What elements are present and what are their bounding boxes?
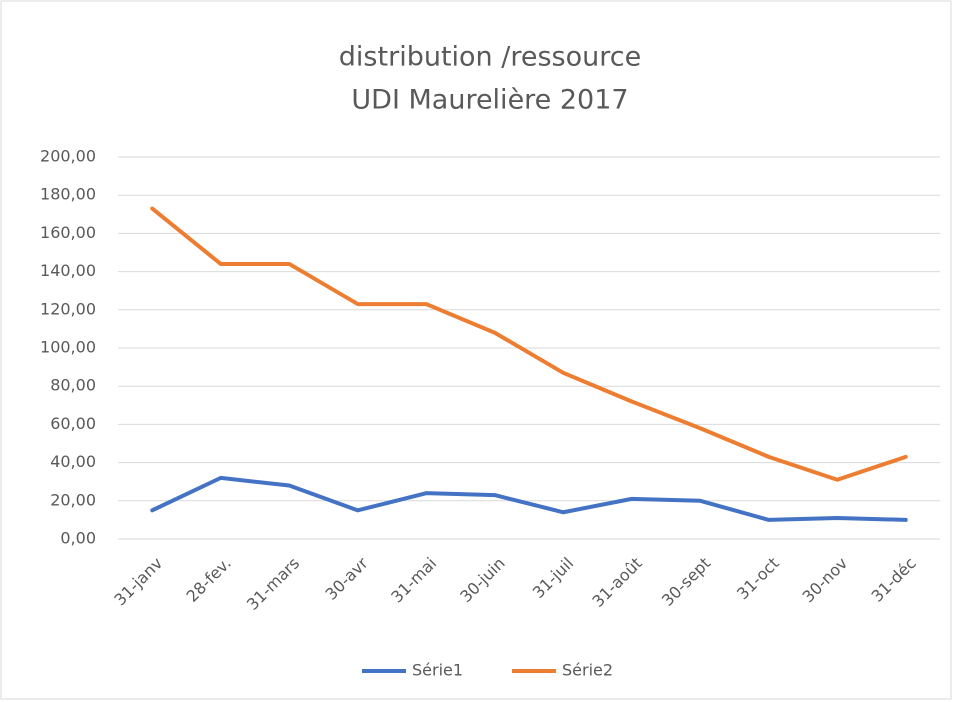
y-tick-label: 120,00 [40,299,96,318]
y-tick-label: 80,00 [50,376,96,395]
y-tick-label: 140,00 [40,261,96,280]
y-tick-label: 180,00 [40,185,96,204]
y-tick-label: 20,00 [50,490,96,509]
y-tick-label: 200,00 [40,147,96,166]
y-tick-label: 160,00 [40,223,96,242]
y-tick-label: 100,00 [40,338,96,357]
chart-title: UDI Maurelière 2017 [351,85,628,116]
y-tick-label: 0,00 [60,529,96,548]
chart-title: distribution /ressource [339,42,641,73]
y-tick-label: 60,00 [50,414,96,433]
legend-label: Série1 [412,661,463,680]
series-line [150,475,908,522]
series-line [150,206,908,482]
y-tick-label: 40,00 [50,452,96,471]
legend-label: Série2 [562,661,613,680]
